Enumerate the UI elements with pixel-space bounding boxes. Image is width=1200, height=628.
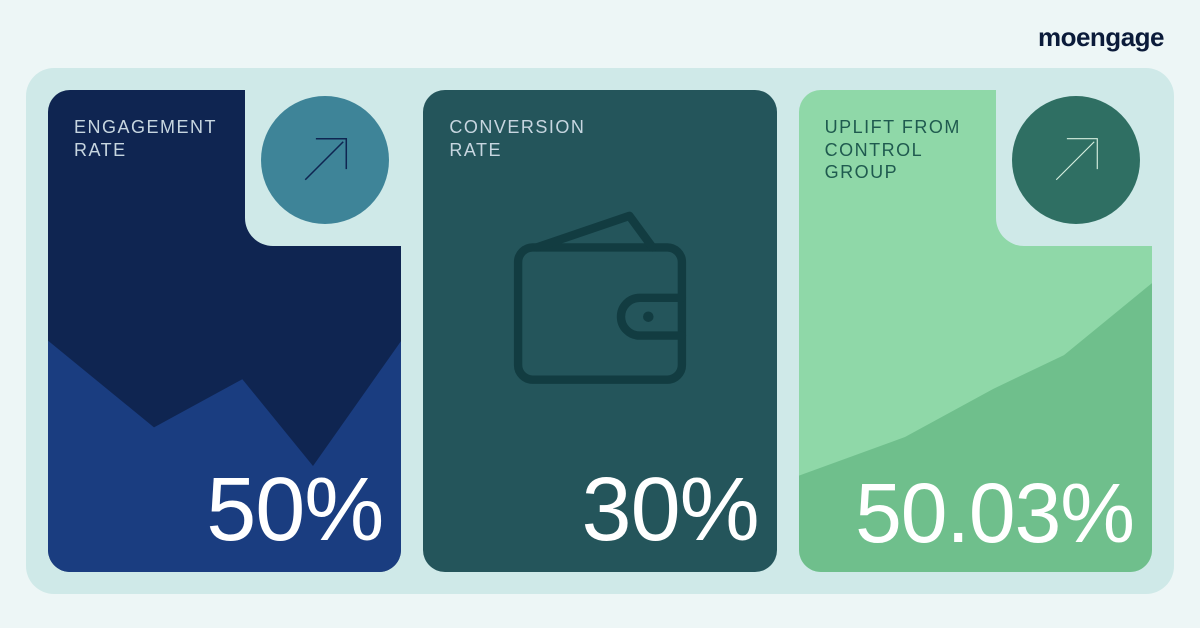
card-value: 30% (582, 459, 759, 562)
stat-card-uplift: UPLIFT FROM CONTROL GROUP 50.03% (799, 90, 1152, 572)
wallet-icon (495, 197, 705, 407)
brand-logo: moengage (1038, 22, 1164, 53)
card-label: CONVERSION RATE (449, 116, 585, 161)
stat-card-engagement: ENGAGEMENT RATE 50% (48, 90, 401, 572)
stats-panel: ENGAGEMENT RATE 50% CONVERSION RATE 30% UP… (26, 68, 1174, 594)
card-value: 50% (206, 459, 383, 562)
trend-up-icon (261, 96, 389, 224)
card-body: CONVERSION RATE 30% (423, 90, 776, 572)
page: moengage ENGAGEMENT RATE 50% CONVERSION R… (0, 0, 1200, 628)
trend-up-icon (1012, 96, 1140, 224)
card-label: ENGAGEMENT RATE (74, 116, 217, 161)
card-value: 50.03% (855, 465, 1134, 562)
card-label: UPLIFT FROM CONTROL GROUP (825, 116, 961, 184)
stat-card-conversion: CONVERSION RATE 30% (423, 90, 776, 572)
